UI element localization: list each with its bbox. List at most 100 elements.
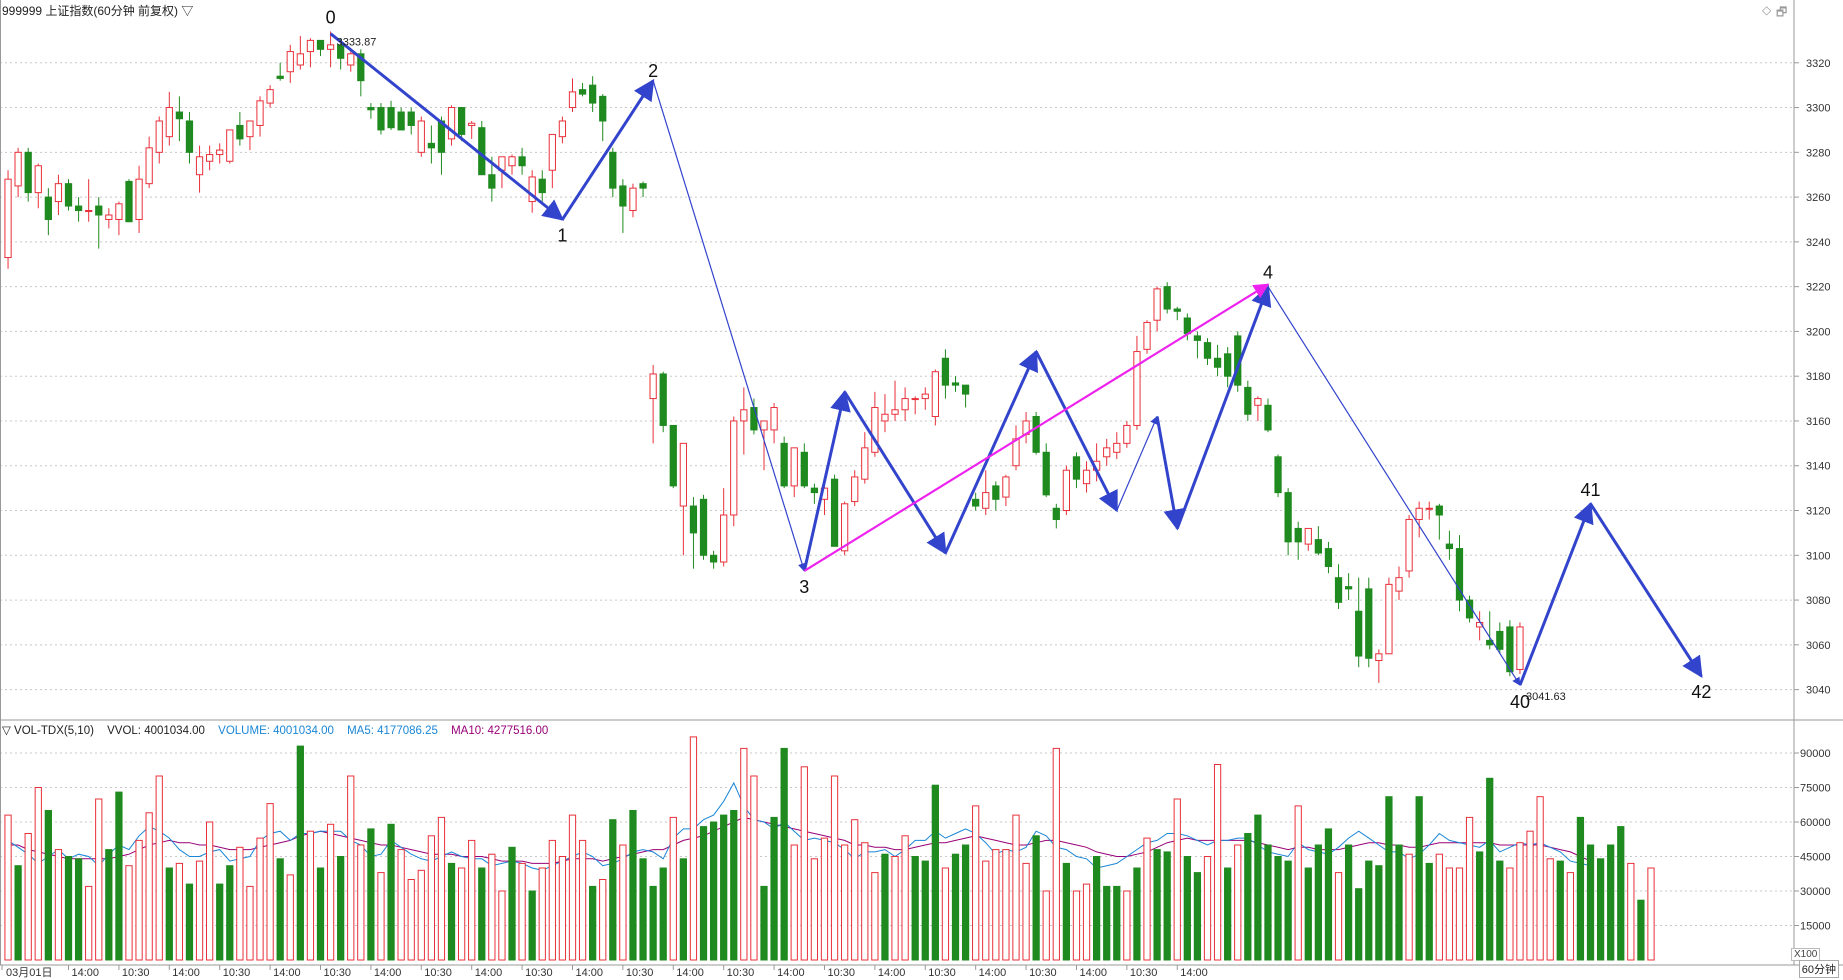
time-tick-label: 10:30	[1029, 967, 1057, 979]
candle-body	[1324, 548, 1333, 567]
wave-label: 2	[648, 61, 658, 81]
candle-body	[508, 156, 516, 167]
time-tick-label: 14:00	[374, 967, 402, 979]
candles[interactable]	[4, 31, 1524, 683]
candle-body	[276, 75, 284, 79]
volume-bar	[407, 879, 415, 961]
candle	[397, 107, 405, 131]
volume-bar	[1536, 796, 1544, 961]
volume-bar	[1465, 816, 1474, 961]
candle	[740, 387, 748, 455]
volume-bar	[609, 819, 617, 961]
candle	[347, 51, 355, 72]
volume-bar	[1546, 858, 1554, 961]
candle-body	[1506, 626, 1514, 673]
wave-line	[802, 389, 851, 572]
candle-body	[589, 84, 597, 104]
trend-line	[803, 283, 1270, 572]
diamond-icon[interactable]: ◇	[1762, 3, 1772, 17]
volume-bar	[1415, 796, 1423, 961]
candle	[1032, 412, 1040, 455]
volume-bar	[1476, 851, 1484, 961]
candle-body	[1455, 548, 1464, 601]
volume-bar	[24, 833, 32, 961]
volume-bar	[790, 844, 798, 961]
volume-bar	[1516, 842, 1524, 961]
volume-bar	[95, 798, 103, 961]
candle-body	[720, 514, 728, 563]
candle-body	[1052, 507, 1060, 520]
candle	[1072, 452, 1081, 489]
candle-body	[1103, 447, 1111, 458]
volume-bar	[1092, 856, 1101, 961]
volume-bar	[800, 766, 808, 961]
candle-body	[931, 371, 939, 417]
volume-bar	[14, 865, 22, 961]
volume-bar	[1506, 867, 1514, 961]
price-tick-label: 3120	[1806, 506, 1830, 518]
candle-body	[669, 424, 677, 487]
volume-bar	[639, 858, 647, 961]
candle	[1405, 514, 1413, 578]
candle-body	[1415, 507, 1423, 520]
candle	[1365, 577, 1373, 668]
volume-bar	[85, 885, 93, 961]
volume-tick-label: 45000	[1800, 852, 1831, 864]
candle	[64, 179, 73, 211]
candle	[316, 39, 325, 57]
volume-bar	[659, 867, 667, 961]
volume-bar	[619, 844, 627, 961]
volume-bar	[1324, 828, 1333, 961]
volume-bar	[1052, 747, 1060, 961]
candle-body	[790, 447, 798, 487]
volume-bar	[1304, 867, 1312, 961]
volume-value: VOLUME: 4001034.00	[218, 725, 334, 737]
chart-title[interactable]: 999999 上证指数(60分钟 前复权) ▽	[2, 4, 194, 18]
volume-bar	[921, 860, 929, 961]
candle-body	[1395, 577, 1403, 592]
candle-body	[1224, 353, 1232, 377]
volume-bar	[1566, 872, 1574, 961]
candle-body	[1213, 357, 1222, 368]
candle	[195, 145, 204, 193]
candle-body	[699, 498, 708, 556]
candle-body	[256, 100, 264, 126]
wave-labels: 0 1 2 3 4 40 41 42 3333.87 3041.63	[326, 8, 1712, 712]
candle-body	[709, 554, 718, 563]
candle-body	[982, 492, 990, 509]
candle	[961, 384, 970, 408]
volume-bar	[1455, 867, 1464, 961]
candle-body	[155, 120, 163, 153]
gridlines	[0, 62, 1794, 926]
candle-body	[1193, 335, 1202, 341]
timeframe-button[interactable]: 60分钟	[1798, 960, 1839, 978]
candle	[206, 145, 214, 171]
volume-bar	[1284, 860, 1292, 961]
candle	[135, 165, 143, 233]
time-tick-label: 10:30	[122, 967, 150, 979]
candle-body	[1264, 404, 1272, 431]
volume-bar	[1395, 844, 1403, 961]
volume-bar	[760, 885, 768, 961]
candle	[216, 143, 224, 164]
candle	[1264, 398, 1272, 433]
price-tick-label: 3260	[1806, 192, 1830, 204]
volume-bar	[830, 775, 839, 961]
candle-body	[377, 107, 385, 131]
candle	[639, 181, 647, 198]
restore-window-icon[interactable]: 🗗	[1776, 5, 1788, 19]
volume-bar	[347, 775, 355, 961]
candle-body	[4, 178, 12, 259]
candle-body	[659, 373, 667, 426]
candle	[4, 170, 12, 269]
candle-body	[1012, 438, 1020, 467]
candle-body	[417, 120, 425, 153]
volume-bar	[851, 819, 859, 961]
volume-bar	[1607, 844, 1615, 961]
candle-body	[1375, 653, 1383, 662]
candle-body	[1294, 527, 1302, 543]
volume-indicator-title[interactable]: ▽ VOL-TDX(5,10)	[2, 725, 94, 737]
candle	[1324, 541, 1333, 574]
candle	[1455, 535, 1464, 612]
candle-body	[1445, 543, 1454, 550]
